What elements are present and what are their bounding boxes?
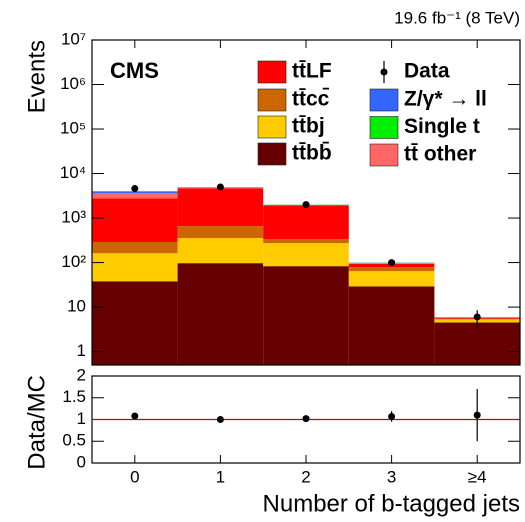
data-point (302, 201, 310, 209)
legend-label: tt̄cc̄ (292, 88, 330, 111)
legend-label: Data (404, 60, 450, 83)
x-tick-label: 1 (216, 467, 225, 486)
bar-segment (434, 322, 520, 365)
bar-segment (92, 241, 178, 254)
bar-segment (348, 267, 435, 272)
x-tick-label: 0 (130, 467, 139, 486)
ratio-point (131, 412, 139, 420)
legend-label: tt̄bj (292, 115, 325, 138)
y-tick-label: 10⁷ (61, 29, 86, 48)
ratio-point (388, 412, 396, 420)
data-point (473, 313, 481, 321)
ratio-point (473, 411, 481, 419)
bar-segment (177, 226, 264, 239)
ratio-y-axis-label: Data/MC (23, 375, 50, 470)
bar-segment (177, 238, 264, 264)
y-tick-label: 10⁵ (60, 119, 86, 138)
legend-swatch (369, 143, 399, 167)
bar-segment (92, 193, 178, 199)
bar-segment (348, 286, 435, 365)
bar-segment (177, 188, 264, 227)
y-tick-label: 1 (77, 409, 86, 428)
ratio-point (216, 416, 224, 423)
bar-segment (92, 193, 178, 194)
y-tick-label: 1 (77, 341, 86, 360)
legend-label: tt̄bb̄ (292, 142, 332, 165)
legend-swatch (257, 60, 287, 84)
y-tick-label: 10⁶ (60, 74, 86, 93)
bar-segment (263, 205, 349, 240)
bar-segment (263, 266, 349, 365)
header: 19.6 fb⁻¹ (8 TeV) (394, 8, 520, 27)
legend-swatch (369, 88, 399, 112)
legend-label: Single t (404, 115, 480, 138)
y-tick-label: 2 (77, 365, 86, 384)
y-tick-label: 1.5 (62, 387, 86, 406)
legend-swatch (257, 115, 287, 139)
y-tick-label: 0 (77, 452, 86, 471)
bar-segment (92, 191, 178, 194)
bar-segment (263, 243, 349, 267)
bar-segment (92, 253, 178, 282)
legend-swatch (257, 88, 287, 112)
bar-segment (92, 281, 178, 365)
legend-swatch (369, 116, 399, 139)
legend-label: tt̄ other (404, 143, 476, 166)
legend-swatch (257, 142, 287, 166)
x-tick-label: 2 (301, 467, 310, 486)
legend-marker (380, 68, 388, 76)
y-tick-label: 10⁴ (60, 163, 86, 182)
y-tick-label: 0.5 (62, 431, 86, 450)
bar-segment (177, 263, 264, 365)
y-tick-label: 10² (61, 252, 86, 271)
y-tick-label: 10 (67, 297, 86, 316)
data-point (216, 183, 224, 191)
data-point (388, 259, 396, 267)
cms-label: CMS (110, 58, 159, 83)
legend-label: Z/γ* → ll (404, 88, 487, 111)
ratio-point (302, 415, 310, 423)
data-point (131, 185, 139, 193)
bar-segment (348, 271, 435, 287)
bar-segment (92, 198, 178, 242)
y-tick-label: 10³ (61, 208, 86, 227)
x-tick-label: 3 (387, 467, 396, 486)
legend-label: tt̄LF (292, 60, 332, 83)
x-axis-label: Number of b-tagged jets (263, 490, 520, 517)
x-tick-label: ≥4 (468, 467, 487, 486)
y-axis-label: Events (23, 40, 50, 113)
bar-segment (263, 239, 349, 244)
